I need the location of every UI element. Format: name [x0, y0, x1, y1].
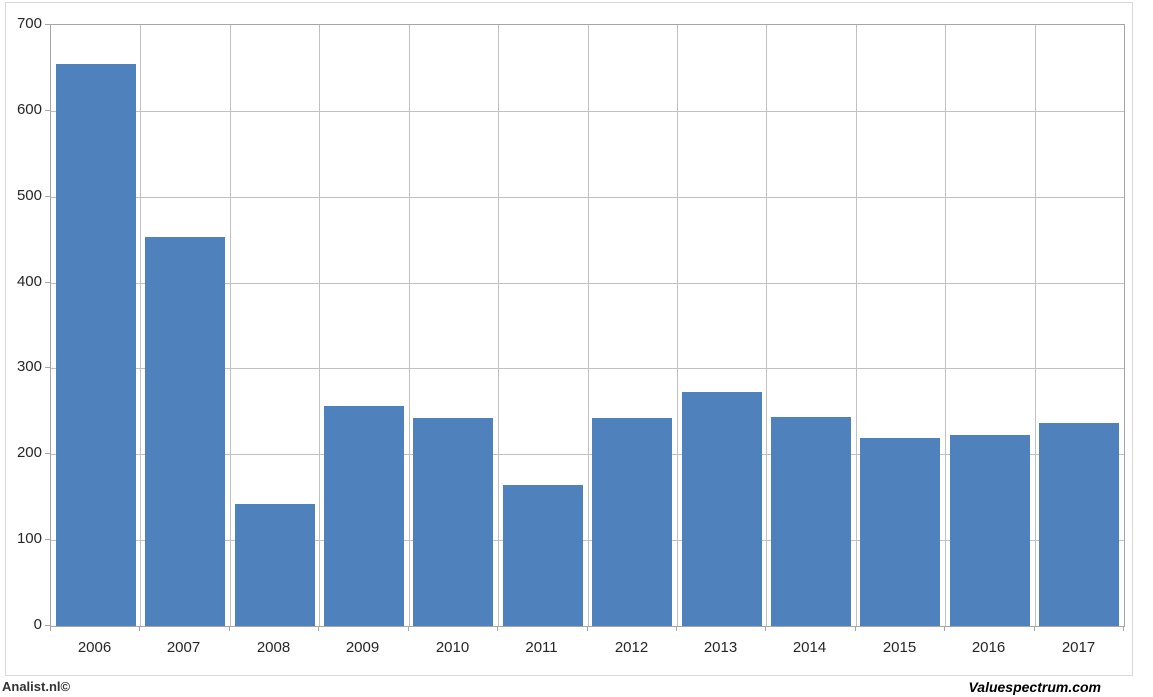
bar-2014 — [771, 417, 851, 626]
bar-2013 — [682, 392, 762, 626]
x-axis-tick — [50, 626, 51, 631]
x-axis-tick-label: 2011 — [525, 639, 558, 656]
gridline-vertical — [140, 25, 141, 626]
gridline-vertical — [766, 25, 767, 626]
gridline-vertical — [677, 25, 678, 626]
y-axis-tick-label: 0 — [33, 616, 42, 633]
gridline-vertical — [588, 25, 589, 626]
x-axis-tick-label: 2010 — [435, 639, 470, 656]
x-axis-tick-label: 2014 — [792, 639, 827, 656]
gridline-horizontal — [51, 368, 1124, 369]
x-axis-tick — [765, 626, 766, 631]
x-axis-tick — [318, 626, 319, 631]
y-axis-tick-label: 100 — [16, 530, 42, 547]
bar-2008 — [235, 504, 315, 626]
bar-2009 — [324, 406, 404, 626]
gridline-horizontal — [51, 454, 1124, 455]
x-axis-tick — [139, 626, 140, 631]
y-axis-tick — [45, 110, 50, 111]
x-axis-tick-label: 2015 — [882, 639, 917, 656]
gridline-vertical — [409, 25, 410, 626]
y-axis-tick — [45, 625, 50, 626]
y-axis-tick — [45, 453, 50, 454]
bar-2010 — [413, 418, 493, 626]
y-axis-tick-label: 700 — [16, 15, 42, 32]
x-axis-tick-label: 2008 — [256, 639, 291, 656]
y-axis-tick — [45, 24, 50, 25]
x-axis-tick-label: 2007 — [166, 639, 201, 656]
bar-2007 — [145, 237, 225, 626]
gridline-horizontal — [51, 111, 1124, 112]
x-axis-tick-label: 2012 — [614, 639, 649, 656]
bar-2015 — [860, 438, 940, 626]
y-axis-tick-label: 400 — [16, 273, 42, 290]
y-axis-tick-label: 200 — [16, 444, 42, 461]
x-axis-tick — [497, 626, 498, 631]
x-axis-tick-label: 2017 — [1061, 639, 1096, 656]
gridline-horizontal — [51, 540, 1124, 541]
right-credit-text: Valuespectrum.com — [968, 679, 1101, 695]
x-axis-tick-label: 2016 — [971, 639, 1006, 656]
left-credit-text: Analist.nl© — [2, 679, 71, 694]
x-axis-tick — [587, 626, 588, 631]
x-axis-tick-label: 2006 — [77, 639, 112, 656]
x-axis-tick — [944, 626, 945, 631]
bar-2017 — [1039, 423, 1119, 626]
x-axis-tick — [229, 626, 230, 631]
gridline-vertical — [498, 25, 499, 626]
bar-2006 — [56, 64, 136, 626]
y-axis-tick — [45, 196, 50, 197]
x-axis-tick-label: 2009 — [345, 639, 380, 656]
bar-2012 — [592, 418, 672, 626]
gridline-vertical — [319, 25, 320, 626]
x-axis-tick — [1034, 626, 1035, 631]
bar-2016 — [950, 435, 1030, 626]
x-axis-tick — [855, 626, 856, 631]
y-axis-tick — [45, 367, 50, 368]
y-axis-tick-label: 300 — [16, 358, 42, 375]
gridline-vertical — [230, 25, 231, 626]
y-axis-tick — [45, 282, 50, 283]
gridline-vertical — [1035, 25, 1036, 626]
x-axis-tick — [676, 626, 677, 631]
plot-area — [50, 24, 1125, 627]
y-axis-tick-label: 600 — [16, 101, 42, 118]
bar-2011 — [503, 485, 583, 626]
x-axis-tick-label: 2013 — [703, 639, 738, 656]
gridline-horizontal — [51, 197, 1124, 198]
gridline-horizontal — [51, 283, 1124, 284]
gridline-vertical — [856, 25, 857, 626]
y-axis-tick-label: 500 — [16, 187, 42, 204]
gridline-vertical — [945, 25, 946, 626]
y-axis-tick — [45, 539, 50, 540]
x-axis-tick — [408, 626, 409, 631]
x-axis-tick — [1123, 626, 1124, 631]
